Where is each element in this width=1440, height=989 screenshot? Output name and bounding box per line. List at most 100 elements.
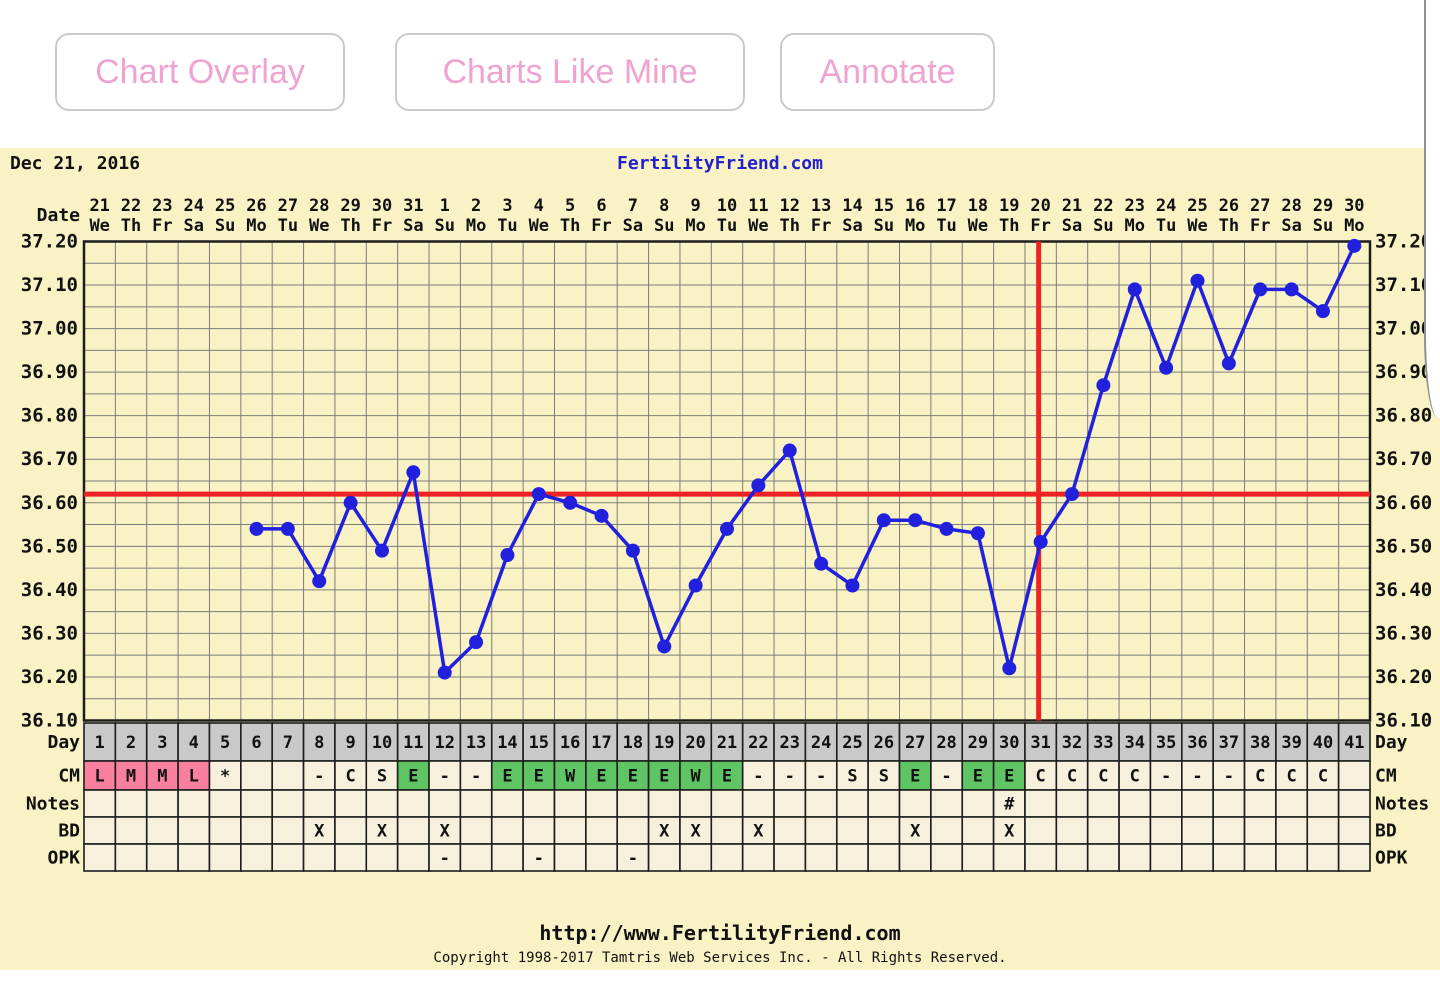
temp-point[interactable] <box>594 508 609 523</box>
bd-cell <box>930 816 964 845</box>
day-cell[interactable] <box>679 722 713 762</box>
date-label: 16 <box>905 196 925 216</box>
chart-overlay-button[interactable]: Chart Overlay <box>55 33 345 111</box>
temp-point[interactable] <box>1221 356 1236 371</box>
opk-cell <box>114 843 148 872</box>
notes-cell <box>710 789 744 818</box>
bd-cell <box>396 816 430 845</box>
cm-cell <box>1337 760 1371 791</box>
day-cell[interactable] <box>114 722 148 762</box>
temp-point[interactable] <box>343 495 358 510</box>
temp-point[interactable] <box>437 665 452 680</box>
temp-point[interactable] <box>845 578 860 593</box>
temp-point[interactable] <box>908 513 923 528</box>
temp-point[interactable] <box>563 495 578 510</box>
annotate-button[interactable]: Annotate <box>780 33 995 111</box>
temp-point[interactable] <box>406 465 421 480</box>
notes-cell <box>1243 789 1277 818</box>
day-value: 31 <box>1030 733 1050 753</box>
date-label: 26 <box>1219 196 1239 216</box>
cm-cell <box>773 760 807 791</box>
weekday-label: Sa <box>623 216 643 236</box>
temp-point[interactable] <box>249 521 264 536</box>
day-cell[interactable] <box>1055 722 1089 762</box>
bd-cell <box>490 816 524 845</box>
temp-point[interactable] <box>1159 360 1174 375</box>
temp-point[interactable] <box>500 548 515 563</box>
cm-cell <box>1275 760 1309 791</box>
bd-cell <box>835 816 869 845</box>
day-value: 18 <box>623 733 643 753</box>
day-cell[interactable] <box>616 722 650 762</box>
temp-point[interactable] <box>1347 238 1362 253</box>
temp-point[interactable] <box>657 639 672 654</box>
date-label: 25 <box>1187 196 1207 216</box>
date-label: 27 <box>278 196 298 216</box>
cm-cell <box>271 760 305 791</box>
date-label: 15 <box>874 196 894 216</box>
temp-point[interactable] <box>970 526 985 541</box>
y-axis-label-left: 36.80 <box>21 405 78 427</box>
y-axis-label-right: 36.40 <box>1375 579 1432 601</box>
day-cell[interactable] <box>1024 722 1058 762</box>
bd-cell <box>1212 816 1246 845</box>
temp-point[interactable] <box>531 487 546 502</box>
y-axis-label-left: 37.10 <box>21 274 78 296</box>
date-label: 24 <box>184 196 204 216</box>
day-row-label-right: Day <box>1375 732 1408 753</box>
temp-point[interactable] <box>814 556 829 571</box>
day-cell[interactable] <box>1306 722 1340 762</box>
temp-point[interactable] <box>1253 282 1268 297</box>
temp-point[interactable] <box>469 635 484 650</box>
bd-cell <box>1337 816 1371 845</box>
day-cell[interactable] <box>710 722 744 762</box>
temp-point[interactable] <box>688 578 703 593</box>
temp-point[interactable] <box>280 521 295 536</box>
y-axis-label-right: 37.20 <box>1375 231 1432 253</box>
weekday-label: Fr <box>811 216 831 236</box>
day-cell[interactable] <box>1337 722 1371 762</box>
temp-point[interactable] <box>1190 273 1205 288</box>
day-value: 11 <box>403 733 423 753</box>
charts-like-mine-button[interactable]: Charts Like Mine <box>395 33 745 111</box>
day-cell[interactable] <box>1181 722 1214 762</box>
temp-point[interactable] <box>1315 304 1330 319</box>
date-label: 14 <box>842 196 862 216</box>
scrollbar-edge[interactable] <box>1424 0 1440 418</box>
temp-point[interactable] <box>1002 661 1017 676</box>
day-cell[interactable] <box>835 722 869 762</box>
notes-cell <box>1086 789 1120 818</box>
y-axis-label-left: 36.20 <box>21 666 78 688</box>
temp-point[interactable] <box>720 521 734 536</box>
day-cell[interactable] <box>1086 722 1120 762</box>
bd-value: X <box>659 822 670 842</box>
temp-point[interactable] <box>312 574 327 589</box>
temp-point[interactable] <box>1065 487 1080 502</box>
temp-point[interactable] <box>1284 282 1299 297</box>
temp-point[interactable] <box>625 543 640 558</box>
weekday-label: Mo <box>246 216 266 236</box>
day-cell[interactable] <box>1212 722 1246 762</box>
opk-cell <box>1118 843 1152 872</box>
temp-point[interactable] <box>1096 378 1111 393</box>
temp-point[interactable] <box>876 513 891 528</box>
day-cell[interactable] <box>145 722 179 762</box>
weekday-label: Fr <box>152 216 172 236</box>
weekday-label: Th <box>121 216 141 236</box>
temp-point[interactable] <box>1033 534 1048 549</box>
day-cell[interactable] <box>898 722 932 762</box>
temp-point[interactable] <box>1127 282 1142 297</box>
opk-cell <box>1243 843 1277 872</box>
weekday-label: Th <box>779 216 799 236</box>
bd-cell <box>1149 816 1183 845</box>
temp-point[interactable] <box>782 443 797 458</box>
temp-point[interactable] <box>374 543 389 558</box>
y-axis-label-right: 37.10 <box>1375 274 1432 296</box>
date-label: 8 <box>659 196 669 216</box>
temp-point[interactable] <box>939 521 954 536</box>
day-value: 9 <box>345 733 355 753</box>
day-cell[interactable] <box>553 722 587 762</box>
cm-cell <box>804 760 838 791</box>
temp-point[interactable] <box>751 478 766 493</box>
day-cell[interactable] <box>1149 722 1183 762</box>
